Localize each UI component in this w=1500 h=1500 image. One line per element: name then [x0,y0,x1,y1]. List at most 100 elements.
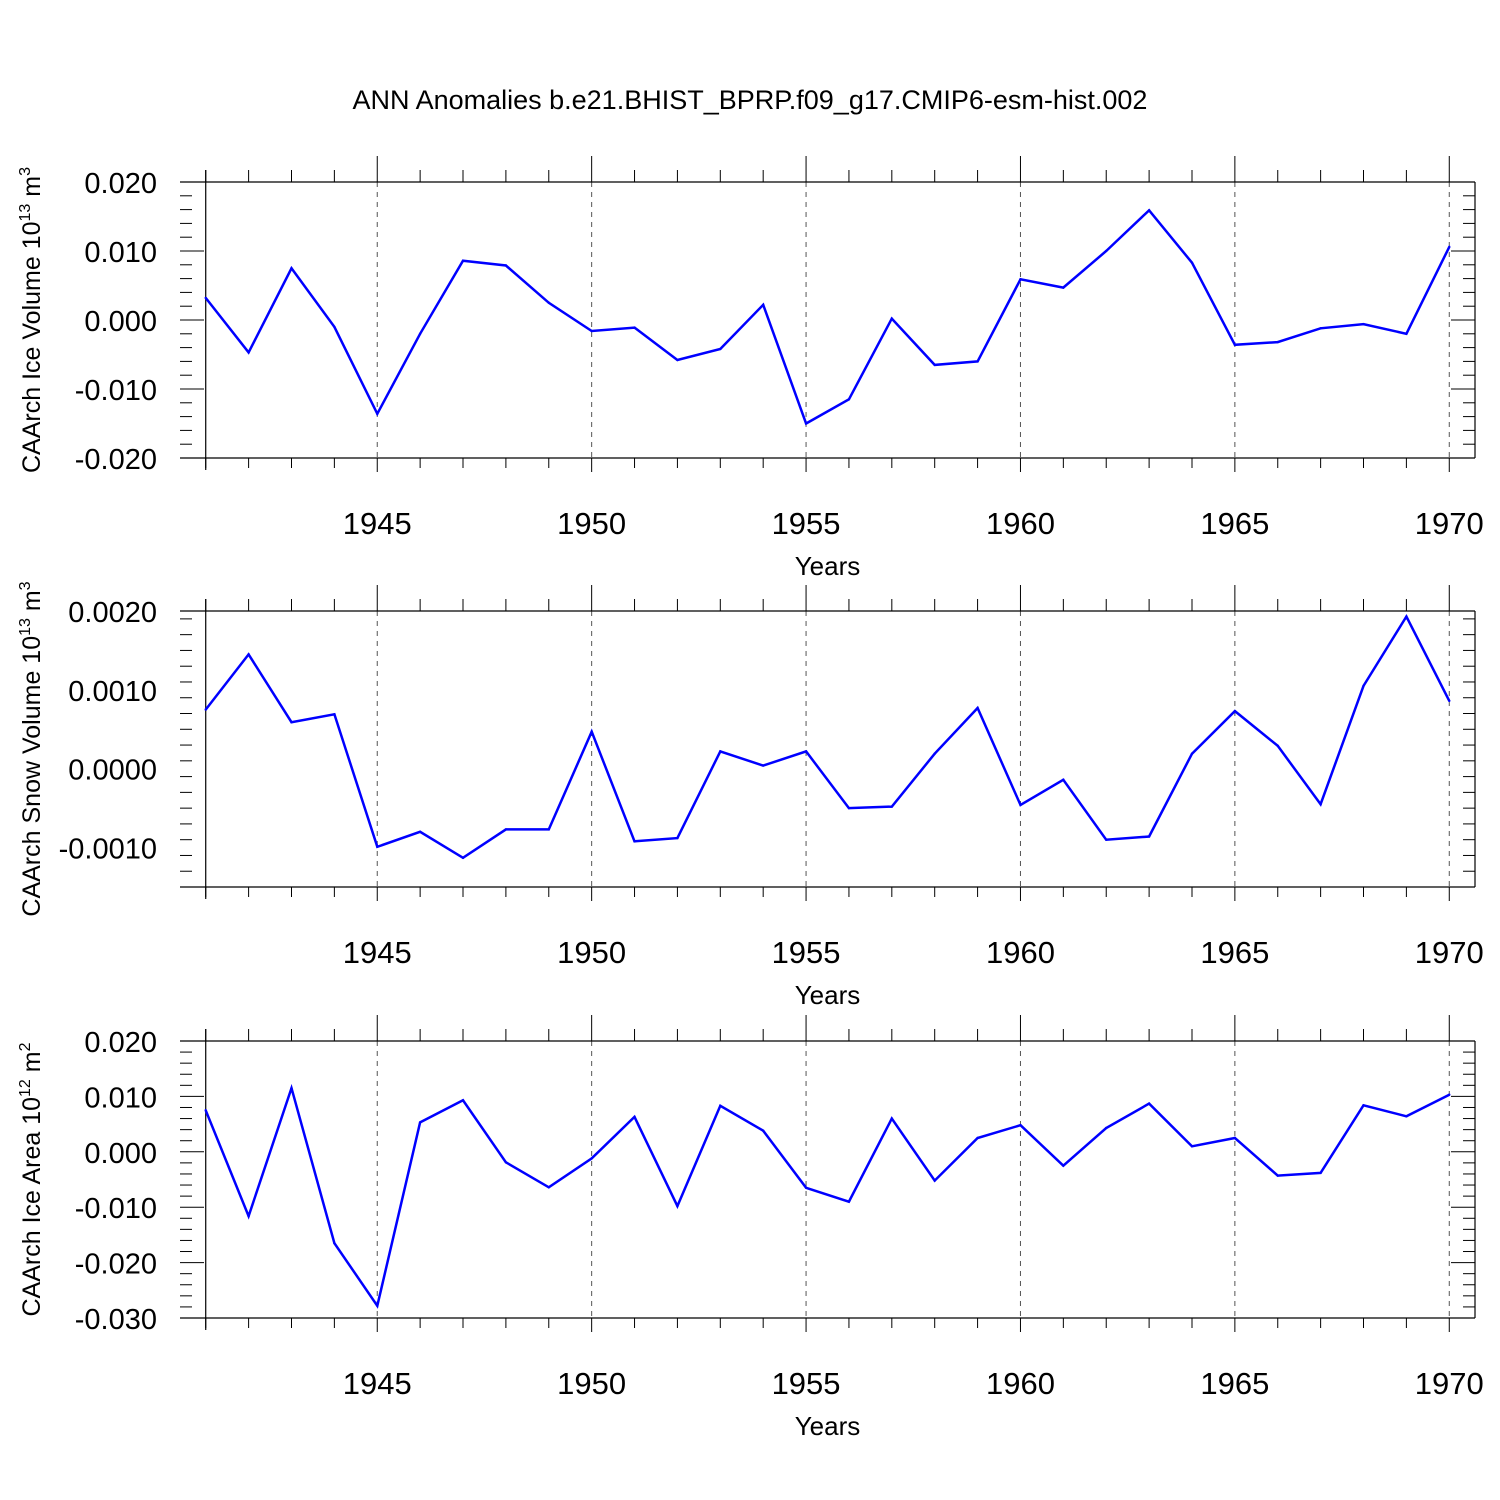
data-point [1062,1164,1065,1167]
y-tick-label: 0.010 [84,1082,157,1114]
x-tick-label: 1965 [1200,1366,1269,1401]
data-point [890,805,894,808]
data-point [976,360,979,363]
data-point [547,1186,550,1189]
y-tick-label: 0.010 [84,237,157,269]
data-point [890,317,894,320]
data-point [1319,803,1322,806]
y-tick-label: 0.020 [84,1027,157,1059]
data-point [590,730,593,733]
data-point [976,706,979,710]
data-point [1276,340,1279,344]
data-point [761,1129,765,1132]
chart-panel-2: 0.0020 0.0010 0.0000 -0.0010 1945 1950 1955 196… [17,581,1484,1010]
x-tick-label: 1970 [1415,1366,1484,1401]
x-tick-label: 1955 [772,506,841,541]
data-point [633,326,636,329]
data-point [504,264,508,267]
data-point [247,1214,250,1218]
data-point [1448,1093,1451,1096]
series-line [204,1083,1450,1309]
x-tick-label: 1950 [557,506,626,541]
data-point [719,347,722,351]
x-tick-label: 1970 [1415,506,1484,541]
y-tick-label: -0.020 [75,444,157,476]
y-tick-label: -0.020 [75,1249,157,1281]
data-point [847,1200,851,1203]
data-point [933,752,936,755]
x-tick-label: 1965 [1200,506,1269,541]
series-line [204,208,1451,426]
data-point [1405,1115,1408,1118]
data-point [1147,1102,1151,1105]
x-tick-label: 1955 [772,1366,841,1401]
chart-panel-1: 0.020 0.010 0.000 -0.010 -0.020 1945 1950 1955 1… [17,156,1484,581]
data-point [204,708,207,711]
data-point [590,1157,593,1160]
data-point [1276,744,1279,748]
x-tick-label: 1945 [343,1366,412,1401]
data-point [1062,778,1065,781]
data-point [418,830,422,833]
data-point [461,1099,465,1102]
data-point [761,764,765,767]
data-point [719,750,722,753]
data-point [1233,1136,1237,1140]
data-point [676,1204,679,1208]
data-point [1405,332,1408,335]
y-tick-label: 0.0000 [68,755,157,787]
data-point [1105,249,1108,253]
x-tick-label: 1945 [343,506,412,541]
x-tick-label: 1960 [986,506,1055,541]
x-tick-label: 1970 [1415,935,1484,970]
data-point [333,325,336,329]
data-point [1233,343,1237,347]
data-point [761,303,765,307]
data-point [847,806,851,810]
data-point [976,1136,979,1140]
y-tick-label: -0.0010 [59,834,157,866]
data-point [376,845,379,848]
y-tick-label: -0.010 [75,375,157,407]
data-point [333,1242,336,1245]
x-tick-label: 1965 [1200,935,1269,970]
y-tick-label: 0.0010 [68,676,157,708]
data-point [290,720,293,724]
data-point [633,1115,636,1119]
data-point [1147,209,1151,212]
x-axis-label: Years [795,1411,861,1441]
y-axis-label: CAArch Snow Volume 1013 m3 [17,581,46,916]
data-point [1019,1124,1022,1127]
data-point [1362,684,1365,688]
y-axis-label: CAArch Ice Volume 1013 m3 [17,167,46,473]
x-tick-label: 1955 [772,935,841,970]
data-point [461,856,465,860]
data-point [547,301,550,304]
x-axis-label: Years [795,980,861,1010]
data-point [719,1104,722,1108]
data-point [804,1186,808,1190]
y-tick-label: 0.0020 [68,597,157,629]
y-tick-label: -0.030 [75,1304,157,1336]
data-point [590,329,593,333]
data-point [933,363,936,367]
data-point [804,422,808,425]
data-point [333,713,336,716]
data-point [418,332,422,335]
y-axis-label: CAArch Ice Area 1012 m2 [17,1042,46,1316]
y-tick-label: -0.010 [75,1193,157,1225]
data-point [547,828,550,831]
x-tick-label: 1950 [557,1366,626,1401]
data-point [204,296,207,300]
data-point [1405,615,1408,618]
chart-panel-3: 0.020 0.010 0.000 -0.010 -0.020 -0.030 1945 195… [17,1015,1484,1441]
data-point [418,1121,422,1124]
data-point [1190,261,1194,264]
data-point [676,358,679,362]
data-point [1319,1171,1322,1175]
chart-title: ANN Anomalies b.e21.BHIST_BPRP.f09_g17.C… [353,85,1148,115]
data-point [376,412,379,416]
data-point [1362,322,1365,326]
